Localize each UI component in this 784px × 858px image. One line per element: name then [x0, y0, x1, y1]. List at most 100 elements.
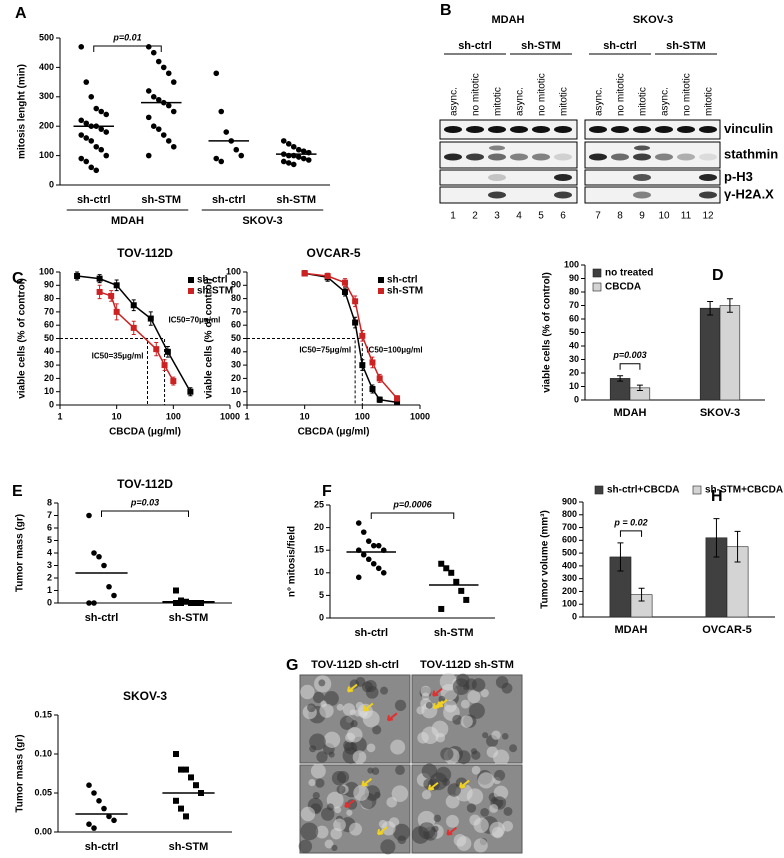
x-tick-label: sh-STM — [169, 841, 209, 853]
cell-texture — [316, 751, 328, 763]
cell-texture — [445, 794, 460, 809]
data-point — [103, 152, 110, 159]
cell-texture — [509, 744, 518, 753]
data-point — [170, 108, 177, 115]
data-point — [96, 275, 103, 282]
cell-texture — [352, 750, 367, 765]
x-tick-label: sh-STM — [169, 612, 209, 624]
cell-texture — [353, 785, 370, 801]
data-point — [280, 138, 287, 144]
blot-strip — [439, 186, 578, 204]
blot-band — [554, 174, 572, 181]
data-point — [285, 160, 292, 166]
cell-texture — [466, 803, 477, 813]
lane-label: no mitotic — [682, 73, 693, 116]
blot-band — [677, 153, 695, 161]
data-point — [188, 774, 194, 781]
y-tick-label: 20 — [231, 373, 241, 383]
data-point — [360, 529, 367, 535]
cell-texture — [471, 678, 486, 692]
y-tick-label: 40 — [44, 346, 54, 356]
data-point — [155, 126, 162, 132]
chart-title: TOV-112D — [117, 477, 173, 491]
blot-band — [589, 126, 607, 133]
cell-texture — [326, 803, 334, 811]
data-point — [96, 798, 102, 804]
ic50-label: IC50=75μg/ml — [299, 346, 351, 355]
lane-label: mitotic — [638, 87, 649, 116]
data-point — [150, 94, 157, 100]
data-point — [83, 135, 90, 141]
lane-number: 11 — [681, 211, 692, 222]
arrow — [386, 712, 398, 722]
data-point — [173, 797, 179, 804]
y-tick-label: 60 — [231, 320, 241, 330]
y-tick-label: 100 — [564, 259, 579, 269]
data-point — [130, 324, 137, 331]
p-value: p = 0.02 — [613, 517, 647, 527]
data-point — [300, 155, 307, 162]
y-tick-label: 0 — [572, 611, 577, 621]
lane-number: 12 — [702, 211, 714, 222]
cell-texture — [315, 825, 329, 839]
y-axis-label: n° mitosis/field — [287, 526, 298, 597]
error-bar — [726, 298, 733, 313]
cell-texture — [494, 769, 506, 781]
group-label: MDAH — [111, 215, 144, 227]
data-point — [88, 164, 95, 171]
y-tick-label: 60 — [569, 313, 579, 323]
cell-texture — [411, 826, 430, 844]
x-tick-label: MDAH — [615, 624, 648, 636]
panel-letter: H — [711, 488, 723, 505]
x-tick-label: OVCAR-5 — [702, 624, 752, 636]
significance-bracket — [619, 363, 641, 370]
legend-swatch — [378, 288, 384, 294]
cell-texture — [323, 731, 341, 748]
blot-band — [554, 191, 572, 199]
data-point — [365, 556, 372, 563]
significance-bracket — [101, 510, 189, 517]
cell-texture — [320, 700, 327, 707]
blot-band — [488, 153, 506, 161]
data-point — [93, 105, 100, 112]
data-point — [130, 302, 137, 309]
cell-texture — [460, 699, 470, 709]
condition-label: sh-STM — [666, 40, 706, 52]
data-point — [78, 155, 85, 162]
cell-texture — [421, 763, 438, 779]
panel-letter: C — [12, 270, 24, 287]
data-point — [155, 96, 162, 103]
cell-texture — [318, 679, 326, 687]
chart-title: SKOV-3 — [123, 689, 167, 703]
significance-bracket — [619, 530, 643, 537]
legend-label: sh-ctrl+CBCDA — [607, 485, 680, 496]
error-bar — [734, 530, 741, 563]
data-point — [93, 143, 100, 150]
data-point — [165, 138, 172, 144]
legend-label: CBCDA — [605, 282, 641, 293]
data-point — [193, 782, 199, 789]
data-point — [178, 766, 184, 773]
condition-label: sh-ctrl — [458, 40, 492, 52]
panel-letter: D — [712, 267, 724, 284]
legend-label: sh-ctrl — [197, 275, 228, 286]
blot-band — [633, 174, 651, 181]
protein-label: stathmin — [724, 146, 778, 161]
cell-texture — [390, 739, 406, 755]
data-point — [359, 362, 366, 369]
blot-band — [554, 126, 572, 133]
y-tick-label: 10 — [44, 386, 54, 396]
legend-swatch — [692, 485, 702, 495]
cell-texture — [447, 783, 461, 797]
legend-swatch — [188, 288, 194, 294]
data-point — [103, 111, 110, 118]
data-point — [101, 562, 107, 569]
ic50-guide — [60, 338, 166, 405]
y-tick-label: 8 — [47, 497, 52, 507]
panel-letter: F — [322, 483, 332, 500]
lane-number: 10 — [658, 211, 670, 222]
blot-strip — [584, 169, 721, 186]
data-point — [145, 152, 152, 159]
blot-band — [488, 174, 506, 181]
